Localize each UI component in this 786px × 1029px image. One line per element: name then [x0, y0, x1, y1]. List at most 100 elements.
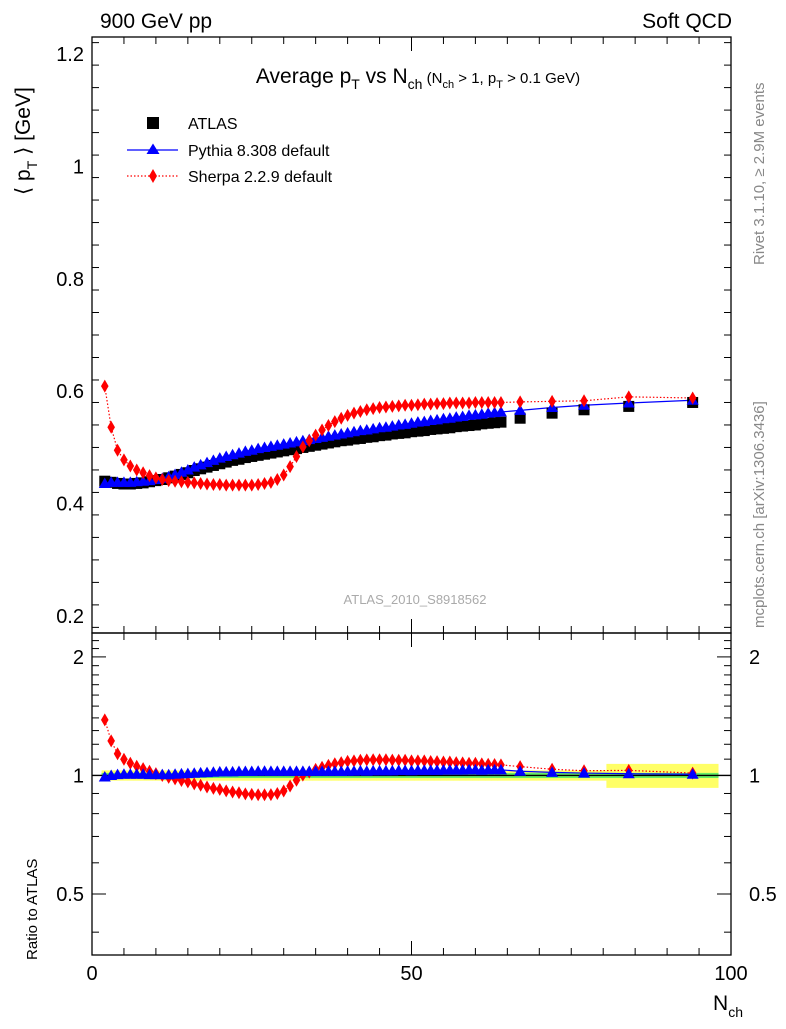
sherpa-point: [337, 411, 346, 425]
ratio-data: [98, 713, 699, 802]
sherpa-point: [305, 434, 314, 448]
ratio-sherpa-point: [350, 754, 358, 768]
ratio-sherpa-point: [465, 756, 473, 770]
sherpa-point: [177, 475, 186, 489]
ratio-sherpa-point: [337, 756, 346, 770]
sherpa-point: [465, 396, 473, 410]
sherpa-point: [196, 476, 205, 490]
atlas-point: [207, 459, 219, 471]
pythia-point: [181, 463, 194, 475]
atlas-point: [284, 444, 296, 456]
atlas-point: [418, 425, 430, 437]
atlas-point: [342, 434, 354, 446]
ratio-xlabel: Nch: [713, 992, 743, 1020]
sherpa-point: [247, 478, 256, 492]
sherpa-point: [228, 478, 237, 492]
ratio-pythia-point: [622, 767, 635, 779]
ratio-sherpa-point: [369, 753, 377, 767]
sherpa-point: [414, 398, 422, 412]
atlas-point: [463, 420, 475, 432]
ratio-ytick-label-right: 1: [749, 765, 760, 787]
ratio-sherpa-point: [209, 781, 218, 795]
ratio-sherpa-point: [107, 734, 115, 748]
sherpa-point: [171, 474, 179, 488]
sherpa-point: [407, 398, 416, 412]
atlas-point: [361, 431, 373, 443]
ratio-sherpa-point: [222, 784, 230, 798]
ratio-ytick-label-left: 1: [73, 765, 84, 787]
atlas-point: [437, 422, 449, 434]
ratio-sherpa-point: [382, 753, 390, 767]
atlas-point: [310, 439, 322, 451]
atlas-point: [278, 445, 290, 457]
atlas-point: [348, 433, 360, 445]
main-data: [98, 379, 699, 492]
atlas-point: [495, 416, 507, 428]
sherpa-point: [152, 471, 160, 485]
sherpa-point: [299, 440, 307, 454]
sherpa-point: [471, 395, 480, 409]
sherpa-point: [279, 468, 288, 482]
ratio-sherpa-point: [426, 754, 435, 768]
ratio-ytick-label-left: 2: [73, 647, 84, 669]
atlas-point: [386, 428, 398, 440]
ratio-frame: [91, 632, 732, 956]
sherpa-point: [433, 397, 441, 411]
ratio-pythia-point: [686, 768, 699, 779]
sherpa-point: [216, 478, 224, 492]
ratio-sherpa-point: [401, 753, 409, 767]
atlas-point: [252, 449, 264, 461]
atlas-point: [469, 419, 481, 431]
ratio-sherpa-point: [254, 788, 262, 802]
legend-label-atlas: ATLAS: [188, 116, 238, 133]
legend-marker-pythia: [146, 143, 160, 154]
sherpa-point: [356, 404, 365, 418]
sherpa-point: [292, 449, 301, 463]
atlas-point: [246, 450, 258, 462]
atlas-point: [399, 427, 411, 439]
ratio-sherpa-point: [132, 759, 141, 773]
ratio-sherpa-point: [471, 756, 480, 770]
sherpa-point: [369, 402, 377, 416]
atlas-point: [233, 453, 245, 465]
ratio-sherpa-point: [343, 754, 352, 768]
atlas-point: [290, 443, 302, 455]
atlas-point: [450, 421, 462, 433]
sherpa-point: [331, 415, 339, 429]
sherpa-point: [190, 476, 199, 490]
ratio-ytick-label-right: 2: [749, 647, 760, 669]
sherpa-point: [164, 474, 173, 488]
rivet-label: Rivet 3.1.10, ≥ 2.9M events: [751, 83, 768, 266]
atlas-point: [374, 430, 386, 442]
atlas-point: [380, 429, 392, 441]
sherpa-point: [113, 443, 122, 457]
ratio-sherpa-point: [388, 753, 397, 767]
pythia-point: [494, 406, 507, 417]
ratio-sherpa-point: [286, 779, 294, 793]
sherpa-point: [401, 398, 409, 412]
ratio-sherpa-point: [247, 787, 256, 801]
sherpa-point: [132, 463, 141, 477]
ratio-ytick-labels: 0.5 0.5 1 1 2 2: [56, 647, 777, 906]
sherpa-point: [362, 403, 371, 417]
atlas-point: [425, 423, 437, 435]
atlas-point: [271, 446, 283, 458]
ratio-sherpa-point: [292, 773, 301, 787]
ratio-sherpa-point: [241, 787, 250, 801]
atlas-point: [227, 454, 239, 466]
legend-label-sherpa: Sherpa 2.2.9 default: [188, 169, 333, 186]
ratio-sherpa-point: [414, 754, 422, 768]
atlas-point: [412, 425, 424, 437]
ratio-sherpa-point: [260, 788, 269, 802]
ratio-sherpa-point: [446, 755, 454, 769]
sherpa-point: [548, 394, 556, 408]
atlas-point: [489, 417, 501, 429]
ratio-ylabel: Ratio to ATLAS: [24, 859, 41, 960]
ratio-sherpa-point: [433, 755, 441, 769]
sherpa-point: [420, 397, 429, 411]
ratio-sherpa-point: [452, 756, 461, 770]
ratio-xtick-labels: 0 50 100: [86, 963, 747, 985]
sherpa-point: [158, 473, 167, 487]
ratio-sherpa-point: [267, 788, 275, 802]
